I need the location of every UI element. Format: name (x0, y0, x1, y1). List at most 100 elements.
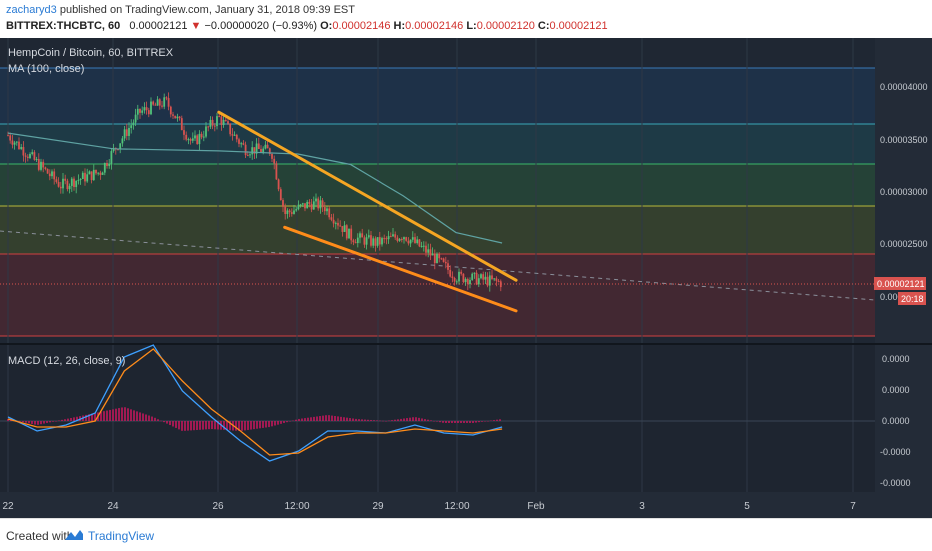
candle-body (44, 167, 47, 169)
lower-trendline[interactable] (283, 225, 518, 313)
candle-body (88, 171, 91, 175)
histogram-bar (199, 421, 201, 430)
candle-body (132, 122, 135, 126)
histogram-bar (433, 420, 435, 422)
candle-body (59, 186, 62, 189)
histogram-bar (472, 421, 474, 423)
candle-body (257, 143, 260, 150)
candle-body (260, 149, 262, 153)
histogram-bar (223, 421, 225, 430)
histogram-bar (499, 419, 501, 421)
histogram-bar (346, 417, 348, 421)
histogram-bar (88, 414, 90, 421)
candle-body (205, 126, 207, 137)
candle-body (310, 203, 313, 210)
time-axis-bg (0, 492, 932, 518)
histogram-bar (370, 419, 372, 421)
candle-body (53, 171, 56, 180)
upper-trendline[interactable] (217, 110, 518, 282)
candle-body (213, 125, 216, 127)
price-tick: 0.00004000 (880, 82, 928, 92)
footer: Created with TradingView (0, 518, 932, 551)
tradingview-link[interactable]: TradingView (88, 529, 155, 543)
candle-body (141, 110, 144, 113)
histogram-bar (58, 420, 60, 421)
author-link[interactable]: zacharyd3 (6, 4, 57, 16)
candle-body (22, 147, 25, 156)
histogram-bar (400, 418, 402, 421)
candle-body (286, 210, 289, 214)
histogram-bar (154, 417, 156, 421)
macd-line (7, 344, 503, 462)
histogram-bar (460, 421, 462, 423)
chart-area[interactable]: HempCoin / Bitcoin, 60, BITTREX MA (100,… (0, 38, 932, 518)
histogram-bar (130, 409, 132, 421)
candle-body (150, 101, 152, 115)
fib-band-1 (0, 68, 875, 124)
histogram-bar (316, 416, 318, 421)
histogram-bar (403, 418, 405, 421)
histogram-bar (298, 418, 300, 421)
countdown-tag (898, 292, 926, 305)
price-axis[interactable]: 0.00004000 0.00003500 0.00003000 0.00002… (880, 82, 928, 302)
candle-body (293, 210, 295, 214)
histogram-bar (286, 421, 288, 423)
candle-body (288, 210, 291, 213)
histogram-bar (178, 421, 180, 430)
histogram-bar (373, 420, 375, 421)
histogram-bar (31, 421, 33, 424)
histogram-bar (418, 417, 420, 421)
macd-axis[interactable]: 0.0000 0.0000 0.0000 -0.0000 -0.0000 (880, 354, 911, 488)
candle-body (106, 163, 108, 166)
candle-body (174, 115, 177, 119)
candle-body (99, 172, 102, 175)
chart-header: zacharyd3 published on TradingView.com, … (0, 0, 932, 36)
tradingview-logo-icon[interactable] (64, 528, 84, 542)
histogram-bar (166, 421, 168, 424)
candle-body (130, 125, 133, 128)
candle-body (143, 107, 146, 111)
candle-body (356, 237, 359, 244)
histogram-bar (49, 421, 51, 423)
candle-body (207, 126, 210, 128)
chart-svg[interactable]: HempCoin / Bitcoin, 60, BITTREX MA (100,… (0, 38, 932, 518)
histogram-bar (397, 419, 399, 421)
histogram-bar (34, 421, 36, 425)
wedge-trendlines[interactable] (217, 110, 518, 313)
candle-body (15, 141, 18, 143)
candle-body (290, 212, 293, 214)
histogram-bar (430, 420, 432, 421)
candle-body (128, 127, 130, 136)
histogram-bar (343, 417, 345, 421)
histogram-bar (361, 419, 363, 421)
candle-body (235, 134, 238, 140)
candle-body (444, 261, 447, 264)
candle-body (482, 274, 485, 280)
low-value: 0.00002120 (476, 20, 535, 32)
histogram-bar (235, 421, 237, 431)
candle-body (403, 237, 405, 240)
candle-body (312, 201, 315, 210)
histogram-bar (181, 421, 183, 431)
candle-body (163, 97, 166, 107)
candle-body (176, 116, 179, 119)
histogram-bar (7, 419, 9, 421)
candle-body (154, 104, 157, 106)
time-axis[interactable]: 22 24 26 12:00 29 12:00 Feb 3 5 7 (2, 501, 856, 512)
candle-body (326, 208, 328, 212)
candle-body (447, 263, 449, 270)
candle-body (200, 133, 203, 138)
histogram-bar (256, 421, 258, 429)
candle-body (449, 269, 452, 277)
candle-body (134, 114, 137, 123)
histogram-bar (376, 420, 378, 421)
candle-body (37, 159, 40, 170)
histogram-bar (208, 421, 210, 430)
candle-body (233, 134, 236, 136)
price-axis-bg (875, 38, 932, 492)
candle-body (477, 278, 480, 285)
price-tick: 0.0000 (880, 292, 908, 302)
histogram-bar (463, 421, 465, 423)
candle-body (471, 273, 474, 280)
histogram-bar (139, 412, 141, 421)
